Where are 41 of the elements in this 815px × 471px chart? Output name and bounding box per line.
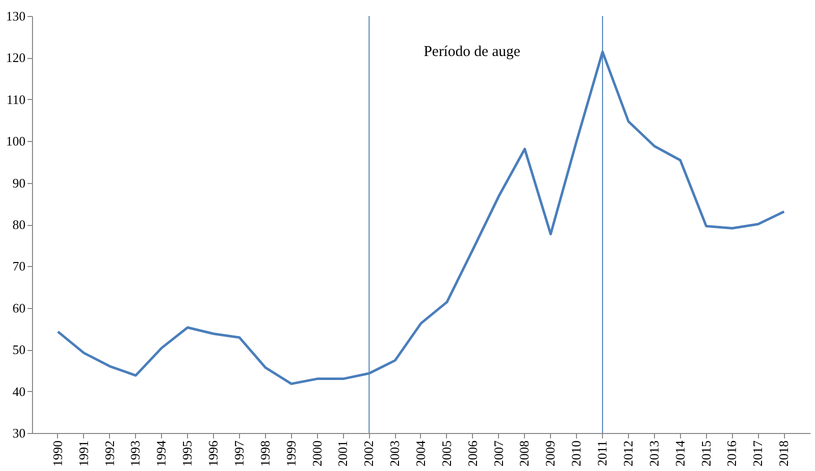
x-tick-label: 2008 [516, 440, 532, 466]
y-tick-label: 70 [12, 258, 26, 274]
y-tick-label: 130 [6, 8, 26, 24]
y-tick-label: 80 [12, 217, 26, 232]
x-tick-label: 1998 [257, 440, 272, 466]
x-tick-label: 1990 [50, 440, 65, 466]
y-tick-label: 30 [12, 426, 26, 440]
y-tick-label: 120 [6, 50, 26, 66]
x-tick-label: 2011 [594, 440, 610, 466]
x-tick-label: 2000 [309, 440, 324, 466]
y-tick-label: 40 [12, 384, 26, 399]
x-tick-label: 2007 [490, 440, 506, 466]
x-tick-label: 1994 [154, 440, 169, 466]
x-tick-label: 1999 [283, 440, 298, 466]
x-tick-label: 2018 [776, 440, 792, 466]
x-tick-label: 2012 [620, 440, 636, 466]
x-tick-label: 2015 [698, 440, 714, 466]
x-tick-label: 2001 [335, 440, 350, 466]
y-tick-label: 60 [12, 300, 26, 316]
x-tick-label: 2002 [361, 440, 376, 466]
x-tick-label: 2014 [672, 440, 688, 466]
x-tick-label: 2013 [646, 440, 662, 466]
x-tick-label: 1992 [102, 440, 117, 466]
y-tick-label: 110 [6, 92, 26, 107]
x-tick-label: 2004 [413, 440, 428, 466]
x-tick-label: 2010 [568, 440, 584, 466]
y-tick-label: 100 [6, 134, 26, 149]
x-tick-label: 1997 [231, 440, 246, 466]
x-tick-label: 1995 [180, 440, 195, 466]
x-tick-label: 1993 [128, 440, 143, 466]
x-tick-label: 2017 [750, 440, 766, 466]
x-tick-label: 1991 [76, 440, 91, 466]
x-tick-label: 2006 [464, 440, 480, 466]
annotation: Período de auge [424, 44, 521, 60]
x-tick-label: 2016 [724, 440, 740, 466]
x-tick-label: 2005 [438, 440, 454, 466]
y-tick-label: 50 [12, 342, 26, 358]
y-tick-label: 90 [12, 175, 26, 190]
x-tick-label: 2003 [387, 440, 402, 466]
x-tick-label: 2009 [542, 440, 558, 466]
x-tick-label: 1996 [206, 440, 221, 466]
